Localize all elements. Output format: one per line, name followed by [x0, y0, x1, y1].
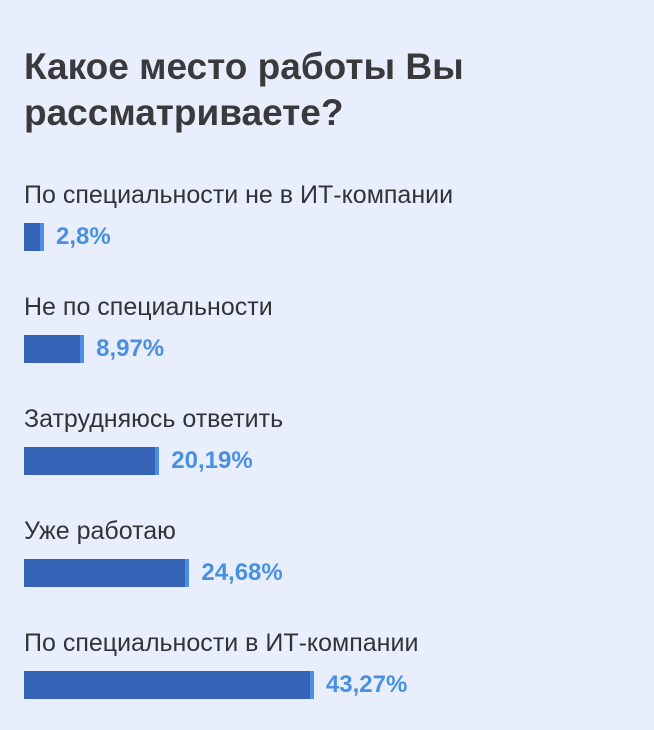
bar-wrap: 20,19%	[24, 447, 253, 475]
category-label: Затрудняюсь ответить	[24, 405, 284, 433]
category-label: По специальности в ИТ-компании	[24, 629, 419, 657]
bar-row: Не по специальности 8,97%	[24, 292, 634, 372]
bar-tip	[309, 671, 314, 699]
value-label: 24,68%	[201, 559, 283, 586]
bar-row: По специальности в ИТ-компании 43,27%	[24, 628, 634, 708]
value-label: 2,8%	[56, 223, 111, 250]
category-label: Уже работаю	[24, 517, 176, 545]
bar	[24, 335, 85, 363]
chart-title: Какое место работы Вы рассматриваете?	[24, 46, 464, 133]
bar-wrap: 43,27%	[24, 671, 407, 699]
bar	[24, 559, 190, 587]
bar-wrap: 2,8%	[24, 223, 111, 251]
bar-wrap: 8,97%	[24, 335, 164, 363]
bar-tip	[155, 447, 160, 475]
bar-tip	[80, 335, 85, 363]
bar	[24, 447, 160, 475]
bar-wrap: 24,68%	[24, 559, 283, 587]
bar	[24, 223, 44, 251]
category-label: Не по специальности	[24, 293, 273, 321]
value-label: 43,27%	[325, 671, 408, 698]
bar-row: Затрудняюсь ответить 20,19%	[24, 404, 634, 484]
bar-tip	[185, 559, 190, 587]
bar-row: По специальности не в ИТ-компании 2,8%	[24, 180, 634, 260]
bar-row: Уже работаю 24,68%	[24, 516, 634, 596]
bar	[24, 671, 314, 699]
value-label: 8,97%	[96, 335, 165, 362]
value-label: 20,19%	[171, 447, 253, 474]
category-label: По специальности не в ИТ-компании	[24, 181, 454, 209]
bar-tip	[40, 223, 44, 251]
